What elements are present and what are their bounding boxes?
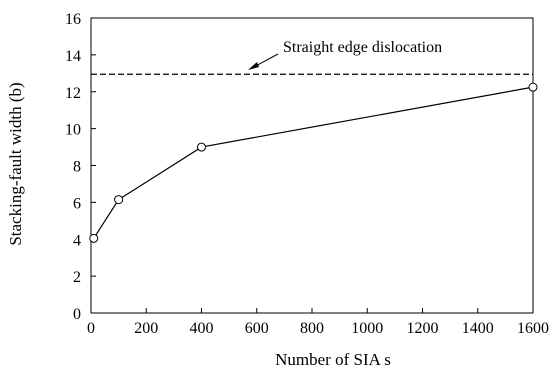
x-tick-label-200: 200 [134,320,158,337]
annotation-straight-edge-dislocation: Straight edge dislocation [283,39,442,56]
x-tick-label-0: 0 [87,320,95,337]
x-tick-label-1600: 1600 [517,320,549,337]
x-tick-label-1400: 1400 [462,320,494,337]
data-point-0-0 [89,233,99,243]
series-line-0 [93,86,534,239]
x-tick-label-600: 600 [245,320,269,337]
x-tick-label-400: 400 [190,320,214,337]
data-point-0-3 [528,82,538,92]
x-axis-title: Number of SIA s [275,350,391,369]
plot-area: 0 200 400 600 800 1000 1200 1400 1600 0 2 4 6 8 10 12 14… [65,11,549,337]
y-tick-label-14: 14 [65,48,81,65]
y-tick-label-6: 6 [73,195,81,212]
y-tick-label-8: 8 [73,159,81,176]
y-tick-label-2: 2 [73,269,81,286]
data-point-0-1 [114,195,124,205]
y-tick-label-10: 10 [65,122,81,139]
x-tick-label-800: 800 [300,320,324,337]
plot-frame [90,17,534,314]
y-tick-label-0: 0 [73,306,81,323]
data-point-0-2 [197,142,206,152]
y-axis-title: Stacking-fault width (b) [6,82,25,245]
y-tick-label-4: 4 [73,232,81,249]
x-tick-label-1200: 1200 [407,320,439,337]
y-tick-label-16: 16 [65,11,81,28]
x-tick-label-1000: 1000 [351,320,383,337]
y-tick-label-12: 12 [65,85,81,102]
annotation-arrow-head [248,62,259,70]
